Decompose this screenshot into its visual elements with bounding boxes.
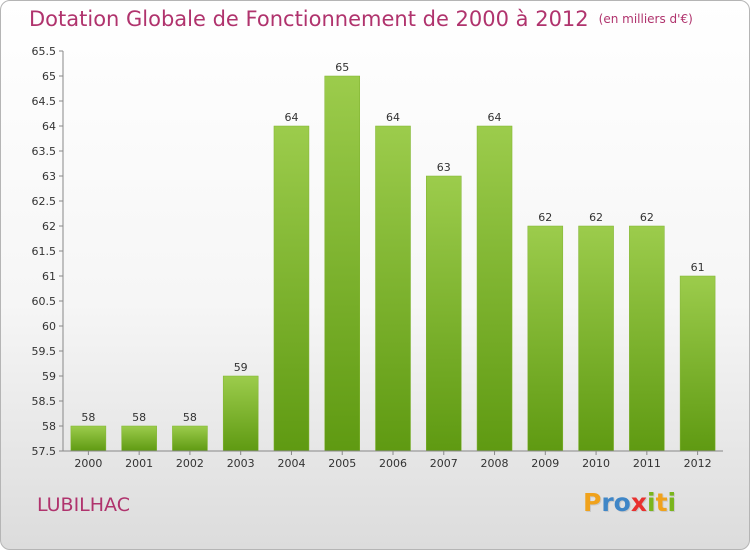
commune-name: LUBILHAC — [37, 494, 130, 516]
y-tick-label: 59.5 — [32, 345, 57, 358]
bar — [273, 125, 310, 452]
x-tick-label: 2004 — [277, 457, 305, 470]
logo-letter: x — [630, 488, 647, 517]
y-tick-label: 65 — [42, 70, 56, 83]
x-tick-label: 2011 — [633, 457, 661, 470]
y-tick-label: 64.5 — [32, 95, 57, 108]
bar — [222, 375, 259, 452]
x-tick-label: 2008 — [481, 457, 509, 470]
logo-letter: P — [583, 488, 602, 517]
bar-value-label: 62 — [640, 211, 654, 224]
y-tick-label: 60 — [42, 320, 56, 333]
bar — [679, 275, 716, 452]
x-tick-label: 2012 — [684, 457, 712, 470]
bar — [527, 225, 564, 452]
y-tick-label: 60.5 — [32, 295, 57, 308]
x-tick-label: 2010 — [582, 457, 610, 470]
y-tick-label: 61.5 — [32, 245, 57, 258]
bar — [426, 175, 462, 452]
bar-value-label: 64 — [488, 111, 502, 124]
bar-value-label: 62 — [589, 211, 603, 224]
y-tick-label: 59 — [42, 370, 56, 383]
x-tick-label: 2002 — [176, 457, 204, 470]
bar — [629, 225, 665, 452]
x-tick-label: 2003 — [227, 457, 255, 470]
logo-letter: i — [667, 488, 677, 517]
y-tick-label: 57.5 — [32, 445, 57, 458]
bar — [375, 125, 411, 452]
bar-value-label: 65 — [335, 61, 349, 74]
bar — [324, 75, 360, 452]
x-tick-label: 2007 — [430, 457, 458, 470]
y-tick-label: 58 — [42, 420, 56, 433]
logo-letter: i — [647, 488, 656, 517]
y-tick-label: 62.5 — [32, 195, 57, 208]
bar — [70, 425, 107, 452]
bar-value-label: 63 — [437, 161, 451, 174]
bar-value-label: 64 — [284, 111, 298, 124]
y-tick-label: 61 — [42, 270, 56, 283]
proxiti-logo[interactable]: Proxiti — [583, 488, 676, 517]
bar-value-label: 58 — [132, 411, 146, 424]
x-tick-label: 2005 — [328, 457, 356, 470]
y-tick-label: 63 — [42, 170, 56, 183]
x-tick-label: 2006 — [379, 457, 407, 470]
bar — [476, 125, 513, 452]
bar-value-label: 58 — [183, 411, 197, 424]
y-tick-label: 65.5 — [32, 45, 57, 58]
x-tick-label: 2001 — [125, 457, 153, 470]
y-tick-label: 63.5 — [32, 145, 57, 158]
y-tick-label: 58.5 — [32, 395, 57, 408]
x-tick-label: 2000 — [74, 457, 102, 470]
logo-letter: o — [613, 488, 631, 517]
bar — [172, 425, 208, 452]
y-tick-label: 64 — [42, 120, 56, 133]
y-tick-label: 62 — [42, 220, 56, 233]
bar — [121, 425, 157, 452]
bar — [578, 225, 614, 452]
bar-value-label: 61 — [691, 261, 705, 274]
bar-value-label: 64 — [386, 111, 400, 124]
bar-value-label: 62 — [538, 211, 552, 224]
bar-value-label: 59 — [234, 361, 248, 374]
chart-title-text: Dotation Globale de Fonctionnement de 20… — [29, 7, 589, 31]
logo-letter: t — [655, 488, 668, 517]
bar-value-label: 58 — [81, 411, 95, 424]
chart-subtitle: (en milliers d'€) — [598, 12, 693, 26]
logo-letter: r — [601, 488, 614, 517]
x-tick-label: 2009 — [531, 457, 559, 470]
chart-title: Dotation Globale de Fonctionnement de 20… — [29, 7, 693, 31]
